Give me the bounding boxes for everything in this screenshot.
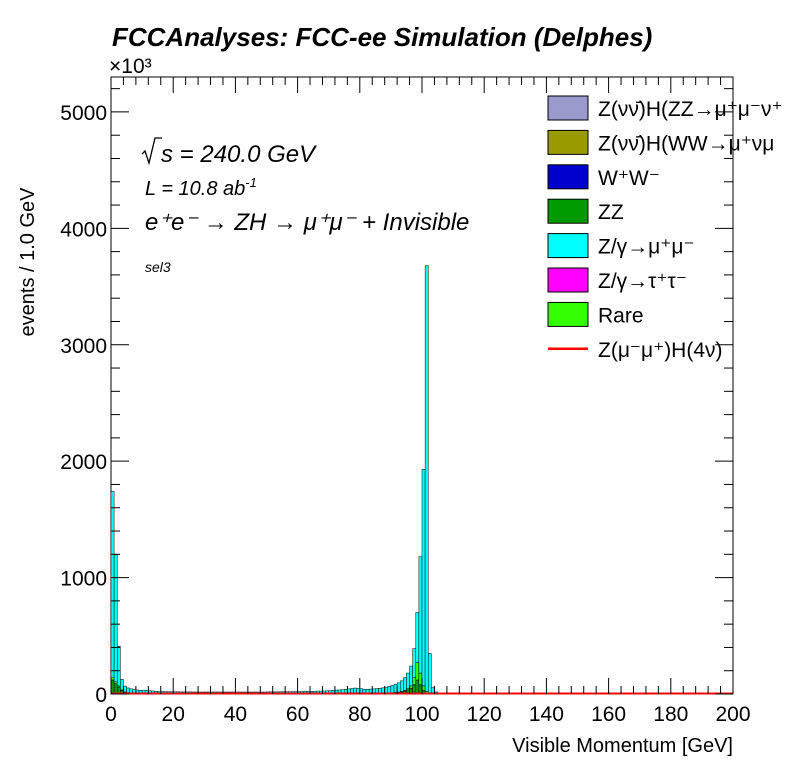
x-axis-label: Visible Momentum [GeV] — [512, 735, 733, 757]
bar-z--94 — [403, 677, 407, 691]
sqrt-s-text: s = 240.0 GeV — [161, 141, 317, 168]
bar-z--86 — [378, 688, 382, 694]
bar-z--3 — [120, 679, 124, 691]
bar-z--99 — [418, 556, 423, 674]
legend-label-0: Z(νν̄)H(ZZ→μ⁺μ⁻ν⁺ — [598, 98, 783, 121]
luminosity-value: L = 10.8 ab — [145, 178, 245, 200]
y-tick-label-5000: 5000 — [60, 102, 107, 125]
x-tick-label-100: 100 — [404, 703, 439, 726]
y-tick-label-3000: 3000 — [60, 335, 107, 358]
bar-rare-98 — [415, 662, 420, 681]
chart-title: FCCAnalyses: FCC-ee Simulation (Delphes) — [112, 22, 652, 52]
x-tick-label-160: 160 — [591, 703, 626, 726]
legend-label-3: ZZ — [598, 201, 624, 224]
bar-zz-98 — [415, 679, 420, 695]
x-tick-label-140: 140 — [529, 703, 564, 726]
tick-labels: 0 20 40 60 80 100 120 140 160 180 2000100020003000… — [60, 102, 750, 726]
histogram-bars — [110, 265, 454, 695]
bar-z--90 — [390, 685, 395, 693]
sqrt-symbol — [141, 137, 162, 166]
bar-rare-97 — [412, 677, 417, 685]
legend-swatch-4 — [547, 233, 589, 259]
x-tick-label-40: 40 — [224, 703, 247, 726]
legend-label-7: Z(μ⁻μ⁺)H(4ν) — [598, 339, 723, 362]
bar-z--97 — [412, 648, 417, 678]
bar-z--2 — [116, 646, 121, 687]
bar-z--1 — [113, 554, 118, 683]
selection-text: sel3 — [145, 259, 171, 275]
y-axis-label: events / 1.0 GeV — [17, 187, 39, 337]
bar-z--98 — [415, 612, 420, 663]
y-tick-label-1000: 1000 — [60, 568, 107, 591]
bar-rare-1 — [113, 681, 118, 684]
bar-zz-1 — [113, 683, 118, 695]
legend-label-4: Z/γ→μ⁺μ⁻ — [598, 236, 695, 259]
x-tick-label-20: 20 — [162, 703, 185, 726]
bar-z--78 — [353, 687, 357, 694]
legend-label-5: Z/γ→τ⁺τ⁻ — [598, 270, 687, 293]
x-tick-label-200: 200 — [715, 703, 750, 726]
y-tick-label-4000: 4000 — [60, 218, 107, 241]
legend: Z(νν̄)H(ZZ→μ⁺μ⁻ν⁺ Z(νν̄)H(WW→μ⁺νμ W⁺W⁻ ZZ Z/… — [547, 95, 783, 362]
x-tick-label-80: 80 — [348, 703, 371, 726]
bar-z--102 — [427, 653, 432, 694]
legend-swatch-0 — [547, 95, 589, 121]
x-tick-label-0: 0 — [105, 703, 117, 726]
bar-z--77 — [350, 688, 354, 694]
y-tick-label-2000: 2000 — [60, 451, 107, 474]
luminosity-exponent: -1 — [245, 175, 257, 190]
x-tick-label-60: 60 — [286, 703, 309, 726]
legend-swatch-6 — [547, 301, 589, 327]
legend-swatch-3 — [547, 198, 589, 224]
x-tick-label-180: 180 — [653, 703, 688, 726]
bar-z--93 — [399, 680, 404, 692]
legend-swatch-1 — [547, 129, 589, 155]
annotations: s = 240.0 GeV L = 10.8 ab-1 e⁺e⁻ → ZH → … — [141, 137, 469, 275]
bar-z--89 — [387, 686, 392, 694]
sqrt-s-annotation: s = 240.0 GeV — [141, 137, 317, 168]
bar-z--5 — [126, 687, 130, 693]
bar-z--101 — [424, 265, 429, 692]
y-tick-label-0: 0 — [95, 684, 107, 707]
legend-label-1: Z(νν̄)H(WW→μ⁺νμ — [598, 132, 774, 155]
bar-z--6 — [129, 688, 134, 694]
x-tick-label-120: 120 — [467, 703, 502, 726]
bar-z--0 — [110, 491, 115, 678]
legend-label-2: W⁺W⁻ — [598, 167, 660, 190]
bar-z--96 — [409, 665, 413, 687]
legend-swatch-2 — [547, 164, 589, 190]
process-text: e⁺e⁻ → ZH → μ⁺μ⁻ + Invisible — [145, 209, 469, 236]
luminosity-text: L = 10.8 ab-1 — [145, 175, 257, 200]
bar-z--100 — [421, 469, 426, 687]
legend-label-6: Rare — [598, 304, 644, 327]
axis-ticks — [110, 77, 734, 695]
bar-z--85 — [375, 688, 379, 694]
y-multiplier: ×10³ — [109, 55, 152, 78]
legend-swatch-5 — [547, 267, 589, 293]
